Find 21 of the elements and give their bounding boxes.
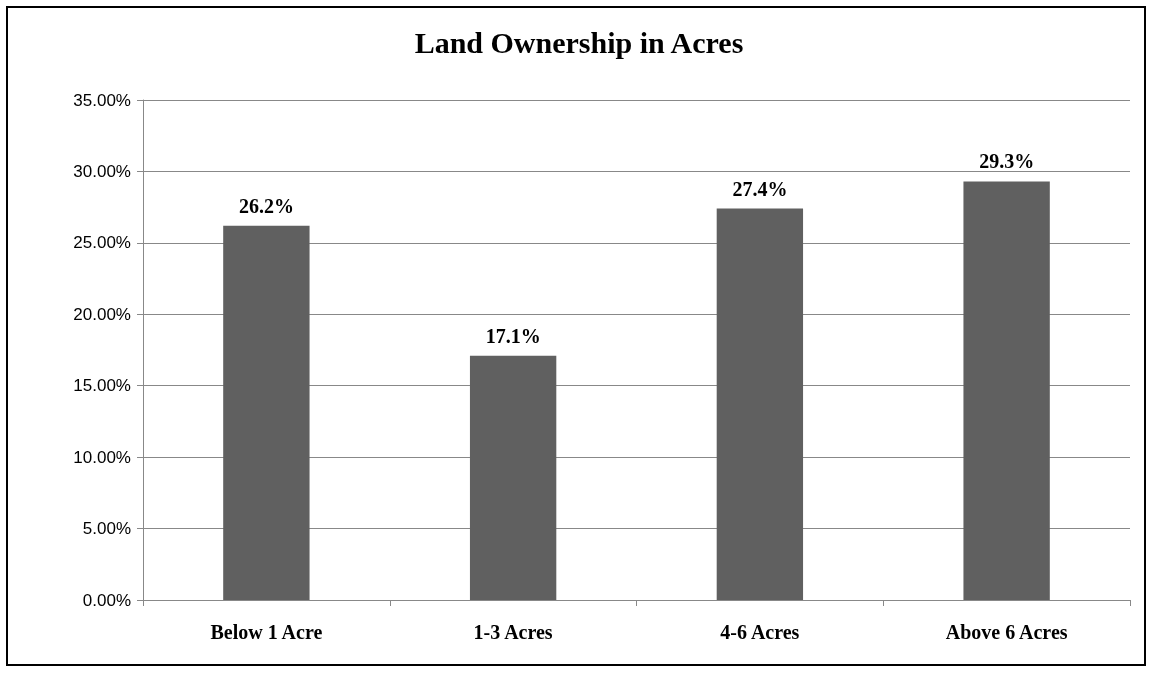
bar [963,181,1050,600]
x-tick-label: 4-6 Acres [720,621,800,643]
bar [223,225,310,600]
data-label: 27.4% [732,177,788,200]
y-tick-label: 35.00% [73,90,131,110]
y-tick-label: 15.00% [73,376,131,396]
bar [716,208,804,600]
x-tick-label: Above 6 Acres [945,621,1068,643]
chart-title: Land Ownership in Acres [414,25,744,59]
data-label: 26.2% [238,194,294,217]
x-tick-label: Below 1 Acre [210,621,323,643]
x-tick-label: 1-3 Acres [473,621,553,643]
y-tick-label: 20.00% [73,304,131,324]
data-label: 29.3% [979,150,1035,173]
y-tick-label: 30.00% [73,161,131,181]
y-tick-label: 25.00% [73,233,131,253]
data-label: 17.1% [485,324,541,347]
y-tick-label: 10.00% [73,447,131,467]
y-tick-label: 0.00% [82,590,131,610]
y-tick-label: 5.00% [82,519,131,539]
bar [469,355,557,600]
